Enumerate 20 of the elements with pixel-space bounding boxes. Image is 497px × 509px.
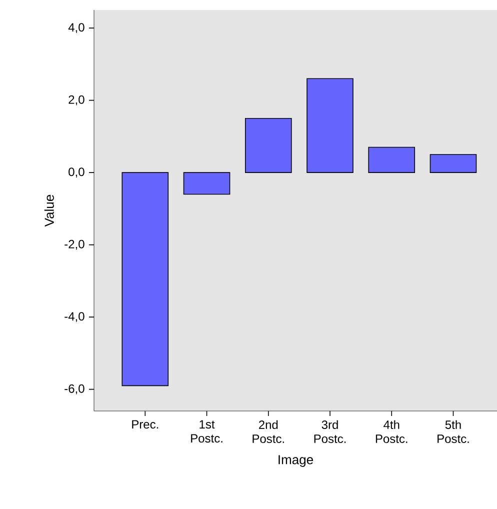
bar (244, 118, 292, 173)
x-tick-label: 2nd Postc. (252, 420, 284, 444)
bar (122, 172, 169, 386)
x-tick-label: 4th Postc. (376, 420, 408, 444)
y-tick-label: -2,0 (64, 240, 84, 250)
bar (430, 154, 477, 173)
y-tick-label: 0,0 (68, 168, 84, 178)
y-axis-title: Value (44, 194, 54, 227)
y-tick-label: -4,0 (64, 312, 84, 322)
x-tick-label: Prec. (132, 420, 158, 429)
bar (368, 146, 416, 173)
y-tick-label: 2,0 (68, 95, 84, 106)
x-tick-label: 5th Postc. (438, 420, 469, 444)
x-tick-label: 1st Postc. (191, 420, 222, 443)
y-tick-label: -6,0 (64, 384, 84, 394)
x-tick-label: 3rd Postc. (314, 420, 346, 444)
bar (306, 78, 354, 173)
y-tick-label: 4,0 (68, 23, 84, 34)
x-axis-title: Image (278, 455, 313, 467)
bar (183, 172, 230, 195)
